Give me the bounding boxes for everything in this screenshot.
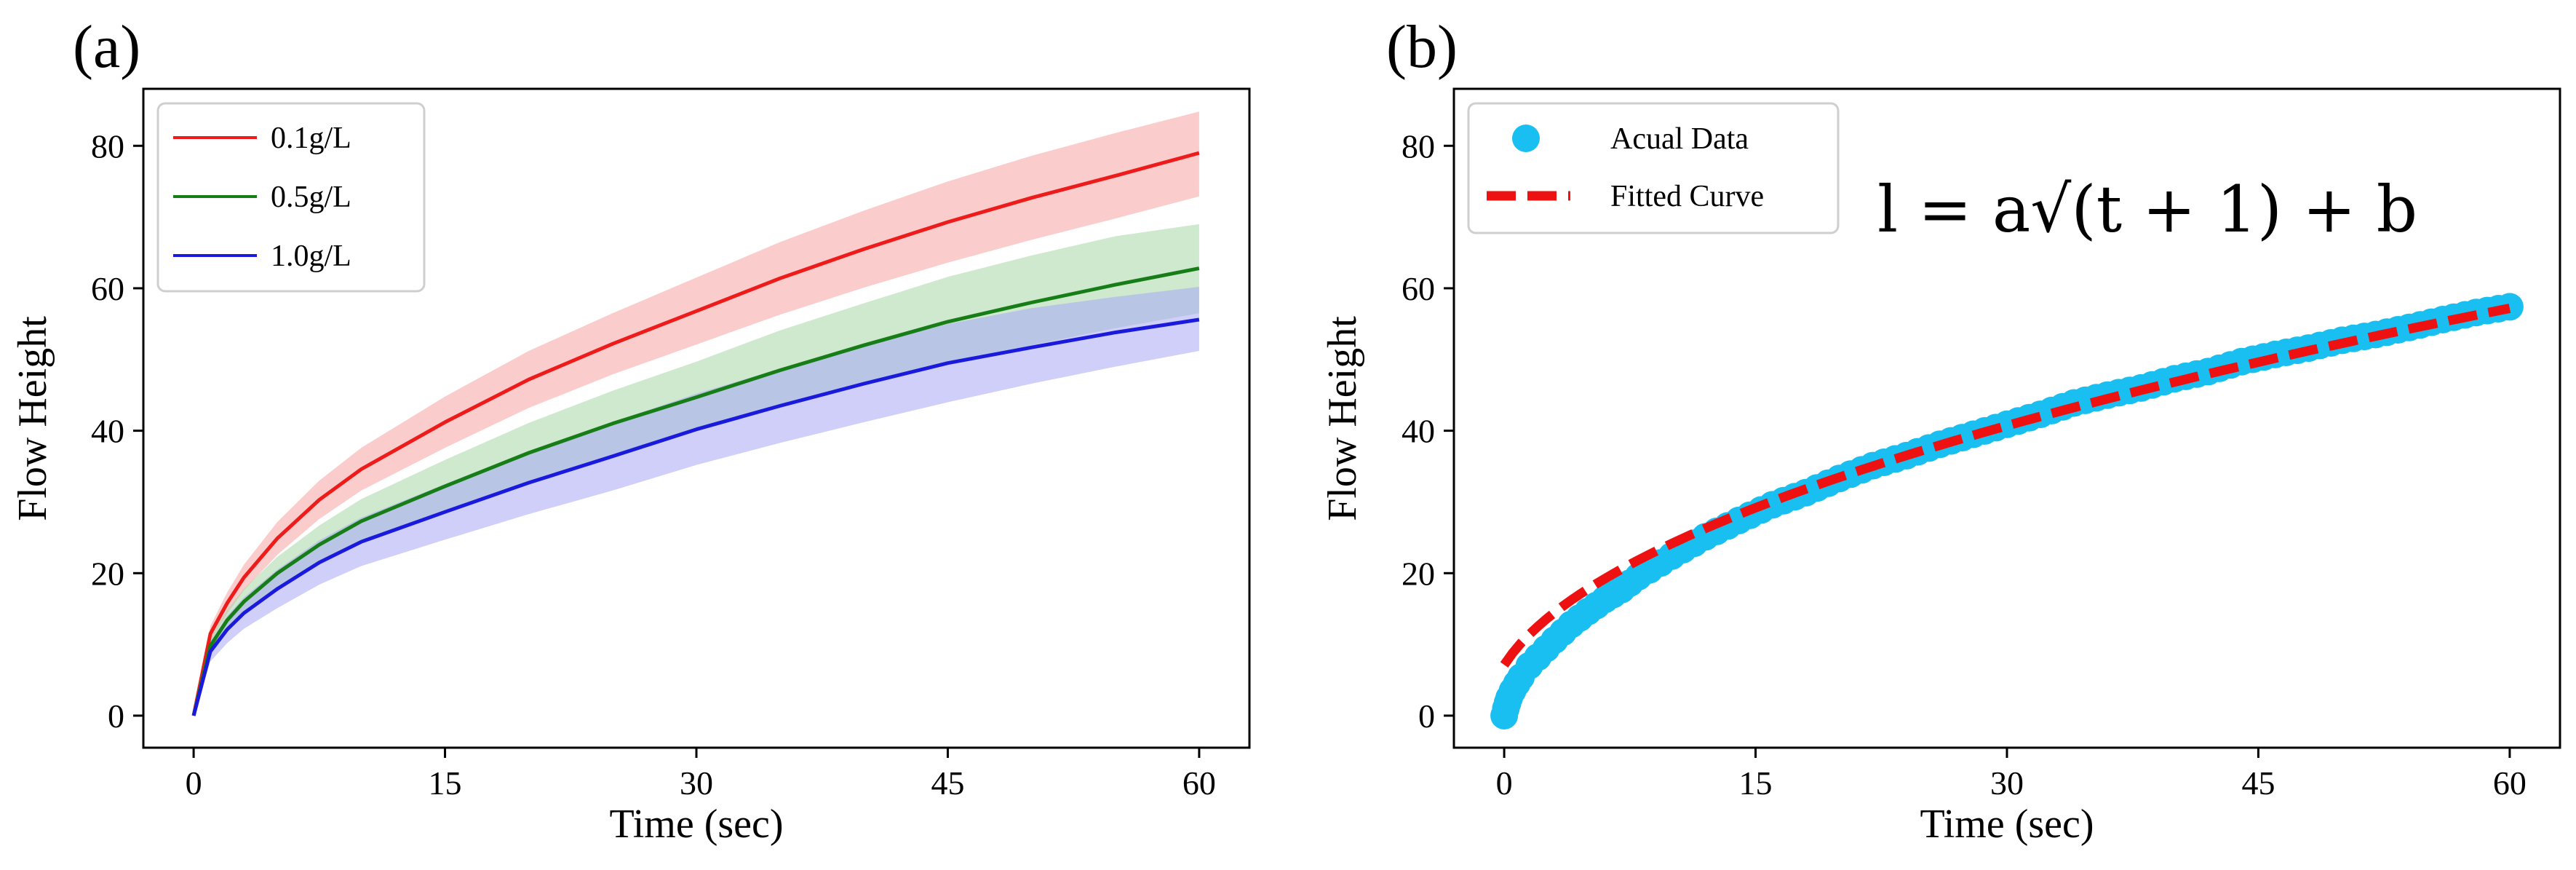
panel-a-x-tick-label: 0: [186, 764, 202, 802]
panel-a-y-ticks: 0 20 40 60 80: [91, 127, 143, 735]
panel-a-x-ticks: 0 15 30 45 60: [186, 748, 1216, 802]
panel-b: (b) 0 15 30 45 60 0 20 40 60 80 Time (sec) Flow …: [1320, 13, 2561, 847]
panel-a-y-tick-label: 60: [91, 270, 124, 307]
panel-b-y-tick-label: 60: [1402, 270, 1435, 307]
legend-label-fitted-curve: Fitted Curve: [1610, 180, 1764, 213]
panel-b-x-tick-label: 15: [1739, 764, 1773, 802]
panel-b-x-axis-label: Time (sec): [1920, 802, 2094, 847]
band-1.0g/L: [194, 287, 1199, 716]
legend-label-1.0: 1.0g/L: [271, 240, 351, 273]
band-0.1g/L: [194, 111, 1199, 716]
panel-b-x-tick-label: 45: [2241, 764, 2275, 802]
panel-a-x-tick-label: 60: [1182, 764, 1216, 802]
series-line-0.1g/L: [191, 151, 1200, 716]
panel-b-y-ticks: 0 20 40 60 80: [1402, 127, 1454, 735]
legend-label-actual-data: Acual Data: [1610, 122, 1749, 156]
fit-equation: l = a√(t + 1) + b: [1877, 172, 2417, 247]
panel-a-x-tick-label: 30: [680, 764, 713, 802]
legend-label-0.1: 0.1g/L: [271, 122, 351, 155]
panel-b-x-tick-label: 60: [2493, 764, 2527, 802]
panel-b-legend-frame: [1467, 102, 1840, 234]
panel-b-y-tick-label: 40: [1402, 413, 1435, 450]
panel-b-fit: [1500, 304, 2511, 668]
series-line-0.5g/L: [191, 266, 1200, 716]
panel-b-y-axis-label: Flow Height: [1320, 316, 1365, 521]
panel-a-legend: 0.1g/L 0.5g/L 1.0g/L: [156, 102, 426, 293]
series-line-1.0g/L: [191, 317, 1200, 716]
panel-b-y-tick-label: 80: [1402, 127, 1435, 165]
panel-b-x-ticks: 0 15 30 45 60: [1496, 748, 2527, 802]
panel-b-label: (b): [1386, 13, 1458, 81]
legend-marker-actual-data: [1512, 124, 1540, 152]
panel-a-x-axis-label: Time (sec): [609, 802, 783, 847]
legend-label-0.5: 0.5g/L: [271, 181, 351, 214]
panel-a-y-axis-label: Flow Height: [10, 316, 55, 521]
panel-a-x-tick-label: 15: [429, 764, 462, 802]
panel-b-x-tick-label: 30: [1990, 764, 2024, 802]
panel-b-y-tick-label: 0: [1418, 697, 1435, 735]
panel-b-legend: Acual Data Fitted Curve: [1467, 102, 1840, 234]
panel-a: (a) 0 15 30 45 60 0 20 40 60 80 Time (sec) Flow …: [10, 13, 1251, 847]
panel-a-label: (a): [73, 13, 140, 81]
panel-a-y-tick-label: 80: [91, 127, 124, 165]
panel-b-y-tick-label: 20: [1402, 555, 1435, 592]
panel-a-bands: [194, 111, 1199, 716]
panel-a-x-tick-label: 45: [931, 764, 964, 802]
panel-a-y-tick-label: 0: [108, 697, 124, 735]
panel-b-scatter: [1490, 293, 2524, 729]
panel-a-legend-frame: [156, 102, 426, 293]
panel-a-y-tick-label: 40: [91, 413, 124, 450]
panel-a-lines: [191, 151, 1200, 716]
panel-b-x-tick-label: 0: [1496, 764, 1513, 802]
fitted-curve-line: [1500, 304, 2511, 668]
panel-a-y-tick-label: 20: [91, 555, 124, 592]
